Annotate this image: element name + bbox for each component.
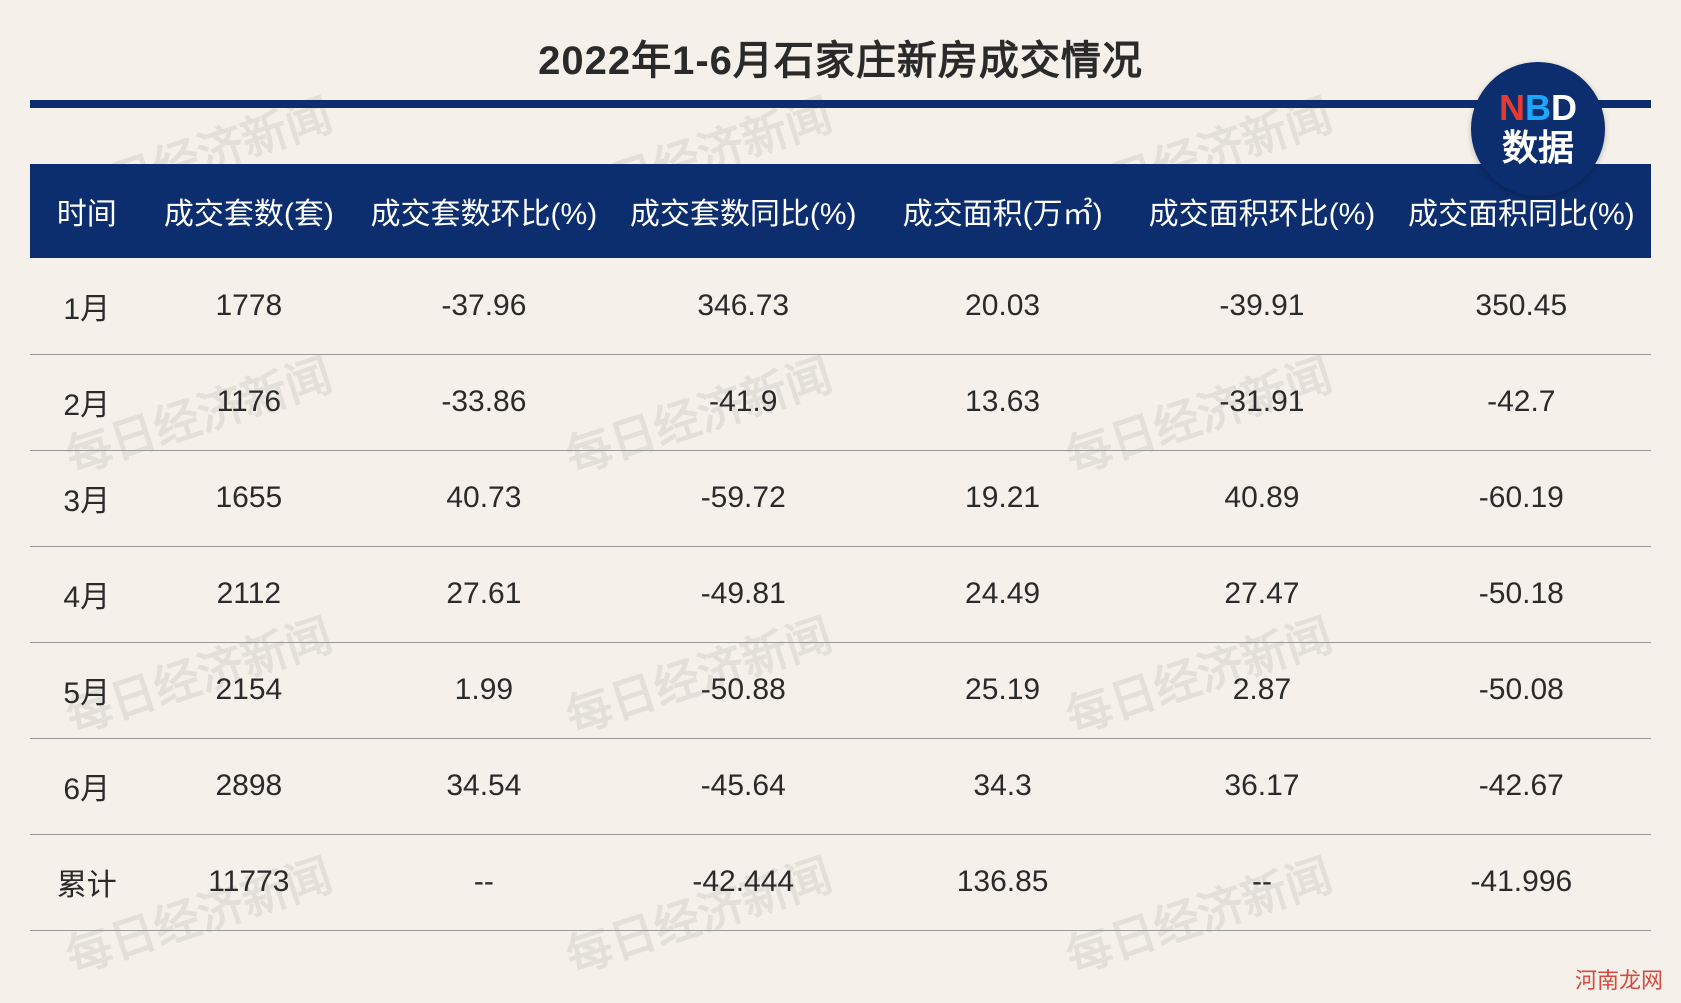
table-cell: 25.19 <box>873 642 1132 738</box>
table-body: 1月1778-37.96346.7320.03-39.91350.452月117… <box>30 258 1651 930</box>
table-cell: -31.91 <box>1132 354 1391 450</box>
col-time: 时间 <box>30 164 143 258</box>
nbd-label: 数据 <box>1502 128 1574 168</box>
table-row: 3月165540.73-59.7219.2140.89-60.19 <box>30 450 1651 546</box>
table-cell: 40.89 <box>1132 450 1391 546</box>
table-cell: -33.86 <box>354 354 613 450</box>
table-cell: 2154 <box>143 642 354 738</box>
table-cell: 136.85 <box>873 834 1132 930</box>
nbd-b: B <box>1525 87 1551 128</box>
table-cell: -50.88 <box>614 642 873 738</box>
table-row: 4月211227.61-49.8124.4927.47-50.18 <box>30 546 1651 642</box>
table-cell: -42.67 <box>1392 738 1651 834</box>
nbd-n: N <box>1499 87 1525 128</box>
table-cell: 1778 <box>143 258 354 354</box>
table-cell: 2月 <box>30 354 143 450</box>
nbd-d: D <box>1551 87 1577 128</box>
title-underline <box>30 100 1651 108</box>
table-cell: 1655 <box>143 450 354 546</box>
data-table: 时间 成交套数(套) 成交套数环比(%) 成交套数同比(%) 成交面积(万㎡) … <box>30 164 1651 931</box>
table-cell: 27.47 <box>1132 546 1391 642</box>
table-row: 2月1176-33.86-41.913.63-31.91-42.7 <box>30 354 1651 450</box>
col-area-mom: 成交面积环比(%) <box>1132 164 1391 258</box>
table-cell: 27.61 <box>354 546 613 642</box>
table-row: 1月1778-37.96346.7320.03-39.91350.45 <box>30 258 1651 354</box>
table-cell: -50.18 <box>1392 546 1651 642</box>
table-cell: -41.9 <box>614 354 873 450</box>
table-cell: 2112 <box>143 546 354 642</box>
table-cell: -49.81 <box>614 546 873 642</box>
table-cell: 13.63 <box>873 354 1132 450</box>
table-cell: -45.64 <box>614 738 873 834</box>
table-cell: 6月 <box>30 738 143 834</box>
table-cell: 40.73 <box>354 450 613 546</box>
table-cell: 346.73 <box>614 258 873 354</box>
table-cell: 累计 <box>30 834 143 930</box>
table-cell: -41.996 <box>1392 834 1651 930</box>
table-cell: 1176 <box>143 354 354 450</box>
table-cell: 1月 <box>30 258 143 354</box>
table-cell: 350.45 <box>1392 258 1651 354</box>
table-wrap: 时间 成交套数(套) 成交套数环比(%) 成交套数同比(%) 成交面积(万㎡) … <box>30 164 1651 931</box>
table-cell: 34.54 <box>354 738 613 834</box>
col-units: 成交套数(套) <box>143 164 354 258</box>
table-cell: -39.91 <box>1132 258 1391 354</box>
table-cell: -37.96 <box>354 258 613 354</box>
table-header-row: 时间 成交套数(套) 成交套数环比(%) 成交套数同比(%) 成交面积(万㎡) … <box>30 164 1651 258</box>
table-row: 6月289834.54-45.6434.336.17-42.67 <box>30 738 1651 834</box>
table-cell: 36.17 <box>1132 738 1391 834</box>
col-units-mom: 成交套数环比(%) <box>354 164 613 258</box>
table-row: 5月21541.99-50.8825.192.87-50.08 <box>30 642 1651 738</box>
title-row: 2022年1-6月石家庄新房成交情况 <box>30 28 1651 96</box>
col-units-yoy: 成交套数同比(%) <box>614 164 873 258</box>
table-cell: 11773 <box>143 834 354 930</box>
nbd-logo-text: NBD <box>1499 90 1577 126</box>
page-title: 2022年1-6月石家庄新房成交情况 <box>30 28 1651 86</box>
table-cell: -- <box>354 834 613 930</box>
col-area: 成交面积(万㎡) <box>873 164 1132 258</box>
table-cell: 5月 <box>30 642 143 738</box>
table-cell: -- <box>1132 834 1391 930</box>
table-cell: 24.49 <box>873 546 1132 642</box>
table-cell: 4月 <box>30 546 143 642</box>
table-cell: 2.87 <box>1132 642 1391 738</box>
footer-source: 河南龙网 <box>1575 963 1663 995</box>
table-cell: -42.7 <box>1392 354 1651 450</box>
nbd-badge: NBD 数据 <box>1471 62 1605 196</box>
table-cell: 20.03 <box>873 258 1132 354</box>
table-cell: 3月 <box>30 450 143 546</box>
table-row: 累计11773---42.444136.85---41.996 <box>30 834 1651 930</box>
table-cell: -59.72 <box>614 450 873 546</box>
table-cell: 19.21 <box>873 450 1132 546</box>
table-cell: 34.3 <box>873 738 1132 834</box>
table-cell: -42.444 <box>614 834 873 930</box>
table-cell: 2898 <box>143 738 354 834</box>
table-cell: -50.08 <box>1392 642 1651 738</box>
table-cell: 1.99 <box>354 642 613 738</box>
table-cell: -60.19 <box>1392 450 1651 546</box>
